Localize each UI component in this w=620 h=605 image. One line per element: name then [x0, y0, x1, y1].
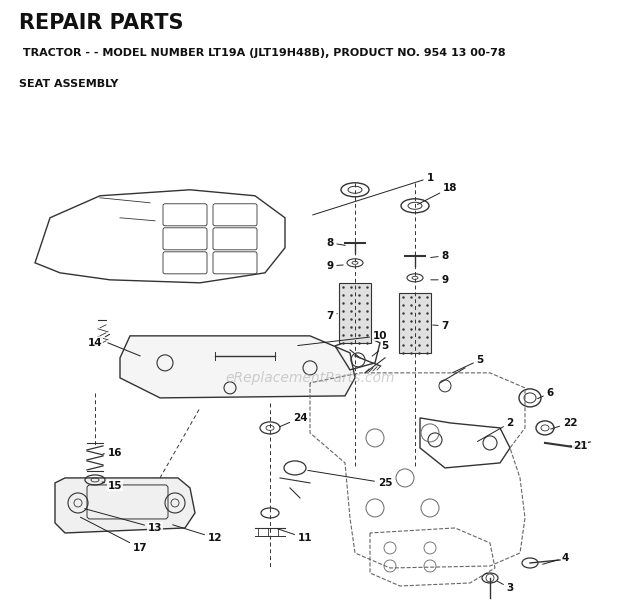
Text: 10: 10	[298, 331, 388, 345]
Polygon shape	[120, 336, 355, 398]
Text: eReplacementParts.com: eReplacementParts.com	[225, 371, 395, 385]
Text: 8: 8	[326, 238, 345, 248]
Text: 17: 17	[81, 517, 148, 553]
Text: 4: 4	[542, 553, 569, 564]
Text: 12: 12	[172, 525, 222, 543]
Text: 5: 5	[453, 355, 484, 373]
Text: 3: 3	[497, 581, 513, 593]
Text: 6: 6	[538, 388, 554, 399]
Text: 14: 14	[87, 335, 110, 348]
Text: 5: 5	[372, 341, 389, 356]
Text: 22: 22	[551, 418, 577, 429]
Text: 9: 9	[327, 261, 343, 271]
Text: 2: 2	[477, 418, 513, 442]
Text: SEAT ASSEMBLY: SEAT ASSEMBLY	[19, 79, 118, 89]
Text: 21: 21	[570, 441, 587, 451]
Text: REPAIR PARTS: REPAIR PARTS	[19, 13, 183, 33]
Bar	[339, 283, 371, 343]
Text: 16: 16	[103, 448, 122, 458]
Text: 13: 13	[85, 509, 162, 533]
Text: 24: 24	[280, 413, 308, 427]
Text: 11: 11	[278, 529, 312, 543]
Polygon shape	[55, 478, 195, 533]
Text: 15: 15	[102, 481, 122, 491]
Text: 8: 8	[431, 251, 449, 261]
Text: 9: 9	[431, 275, 448, 285]
Text: 7: 7	[326, 311, 337, 321]
Text: 1: 1	[312, 173, 433, 215]
Text: 7: 7	[433, 321, 449, 331]
Text: 18: 18	[417, 183, 458, 204]
Bar	[399, 293, 431, 353]
Text: TRACTOR - - MODEL NUMBER LT19A (JLT19H48B), PRODUCT NO. 954 13 00-78: TRACTOR - - MODEL NUMBER LT19A (JLT19H48…	[19, 48, 505, 58]
Text: 25: 25	[308, 470, 392, 488]
